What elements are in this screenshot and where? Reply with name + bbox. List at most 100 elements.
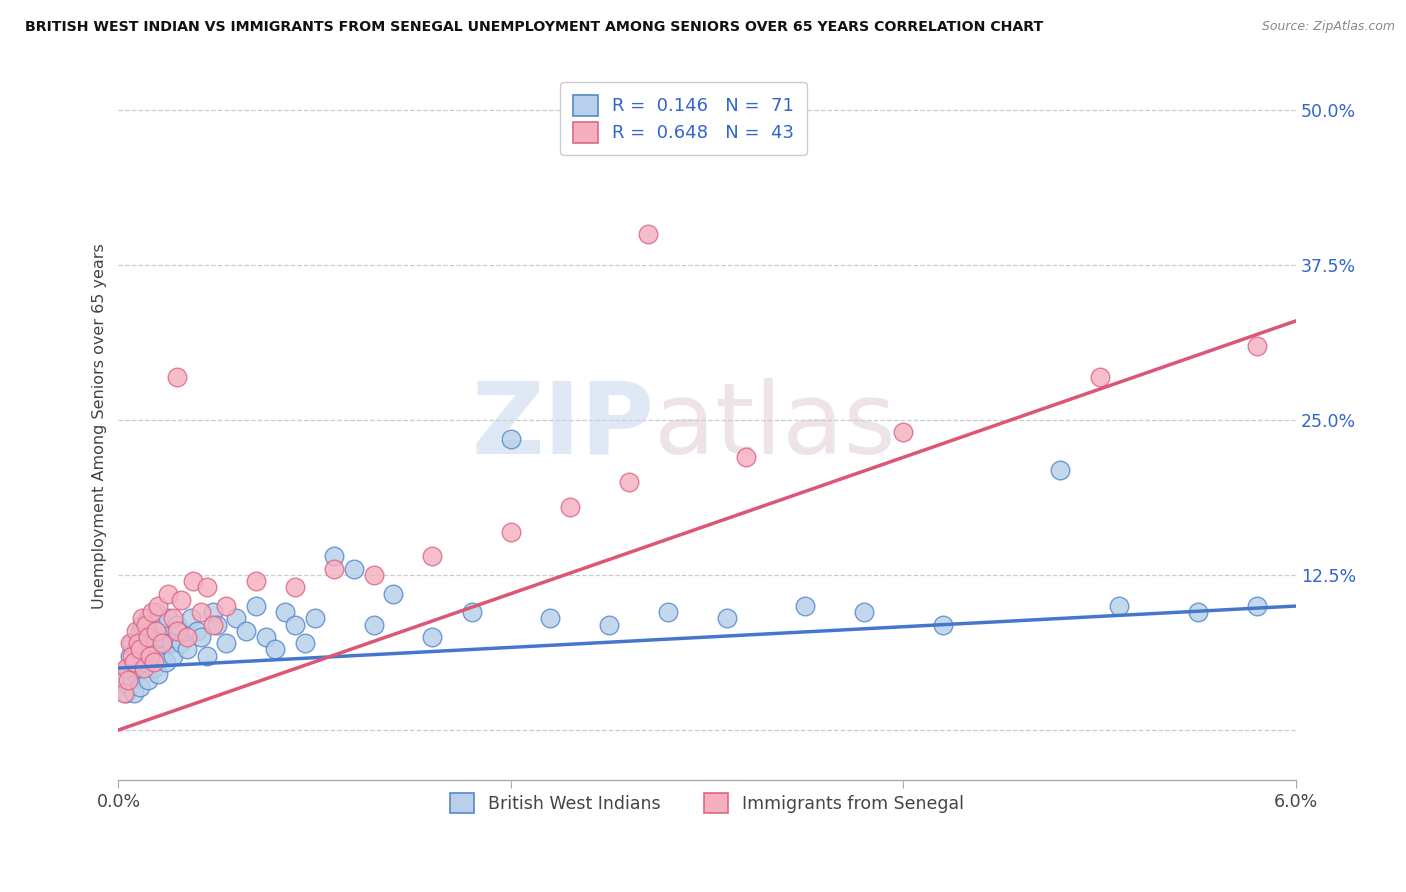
Point <box>558 500 581 514</box>
Point <box>152 617 174 632</box>
Point <box>254 630 277 644</box>
Point <box>146 667 169 681</box>
Point <box>382 587 405 601</box>
Point <box>1187 605 1209 619</box>
Point <box>284 617 307 632</box>
Point <box>215 636 238 650</box>
Point <box>142 636 165 650</box>
Point <box>245 574 267 589</box>
Point <box>136 630 159 644</box>
Point <box>422 630 444 644</box>
Point <box>538 611 561 625</box>
Point <box>129 642 152 657</box>
Point <box>115 686 138 700</box>
Point <box>117 673 139 688</box>
Point <box>150 636 173 650</box>
Point <box>122 655 145 669</box>
Point <box>617 475 640 489</box>
Point <box>160 636 183 650</box>
Point <box>139 642 162 657</box>
Point <box>155 655 177 669</box>
Point <box>853 605 876 619</box>
Point <box>129 680 152 694</box>
Point <box>201 605 224 619</box>
Point <box>170 636 193 650</box>
Point <box>112 673 135 688</box>
Point <box>235 624 257 638</box>
Point <box>1246 339 1268 353</box>
Point <box>149 630 172 644</box>
Point <box>294 636 316 650</box>
Point <box>121 636 143 650</box>
Point <box>716 611 738 625</box>
Point <box>422 549 444 564</box>
Point <box>598 617 620 632</box>
Point <box>142 655 165 669</box>
Point <box>1088 369 1111 384</box>
Point <box>131 617 153 632</box>
Point <box>1108 599 1130 613</box>
Point <box>166 369 188 384</box>
Point <box>120 636 142 650</box>
Point <box>274 605 297 619</box>
Point <box>156 587 179 601</box>
Y-axis label: Unemployment Among Seniors over 65 years: Unemployment Among Seniors over 65 years <box>93 244 107 609</box>
Point <box>190 630 212 644</box>
Point <box>1246 599 1268 613</box>
Point <box>215 599 238 613</box>
Point <box>115 661 138 675</box>
Point <box>135 617 157 632</box>
Point <box>180 611 202 625</box>
Point <box>893 425 915 440</box>
Point <box>363 617 385 632</box>
Point <box>125 624 148 638</box>
Point <box>343 562 366 576</box>
Point <box>460 605 482 619</box>
Point <box>117 661 139 675</box>
Point <box>125 667 148 681</box>
Point <box>499 524 522 539</box>
Point <box>132 655 155 669</box>
Point <box>245 599 267 613</box>
Point <box>284 581 307 595</box>
Point <box>120 648 142 663</box>
Point <box>195 648 218 663</box>
Legend: British West Indians, Immigrants from Senegal: British West Indians, Immigrants from Se… <box>443 787 972 821</box>
Point <box>129 624 152 638</box>
Point <box>120 680 142 694</box>
Point <box>323 549 346 564</box>
Point <box>150 648 173 663</box>
Point <box>145 605 167 619</box>
Text: BRITISH WEST INDIAN VS IMMIGRANTS FROM SENEGAL UNEMPLOYMENT AMONG SENIORS OVER 6: BRITISH WEST INDIAN VS IMMIGRANTS FROM S… <box>25 20 1043 34</box>
Point <box>122 686 145 700</box>
Point <box>176 642 198 657</box>
Point <box>122 655 145 669</box>
Point <box>136 611 159 625</box>
Point <box>499 432 522 446</box>
Point <box>190 605 212 619</box>
Point <box>657 605 679 619</box>
Point <box>125 642 148 657</box>
Point <box>264 642 287 657</box>
Point <box>132 661 155 675</box>
Point <box>146 599 169 613</box>
Point <box>162 611 184 625</box>
Point <box>170 592 193 607</box>
Point <box>141 624 163 638</box>
Point <box>166 624 188 638</box>
Point <box>127 636 149 650</box>
Point <box>131 648 153 663</box>
Text: atlas: atlas <box>654 378 896 475</box>
Point <box>201 617 224 632</box>
Point <box>141 605 163 619</box>
Point <box>304 611 326 625</box>
Point <box>225 611 247 625</box>
Point <box>112 686 135 700</box>
Point <box>931 617 953 632</box>
Point <box>127 661 149 675</box>
Point <box>363 568 385 582</box>
Point <box>121 648 143 663</box>
Point <box>136 673 159 688</box>
Point <box>181 574 204 589</box>
Point <box>186 624 208 638</box>
